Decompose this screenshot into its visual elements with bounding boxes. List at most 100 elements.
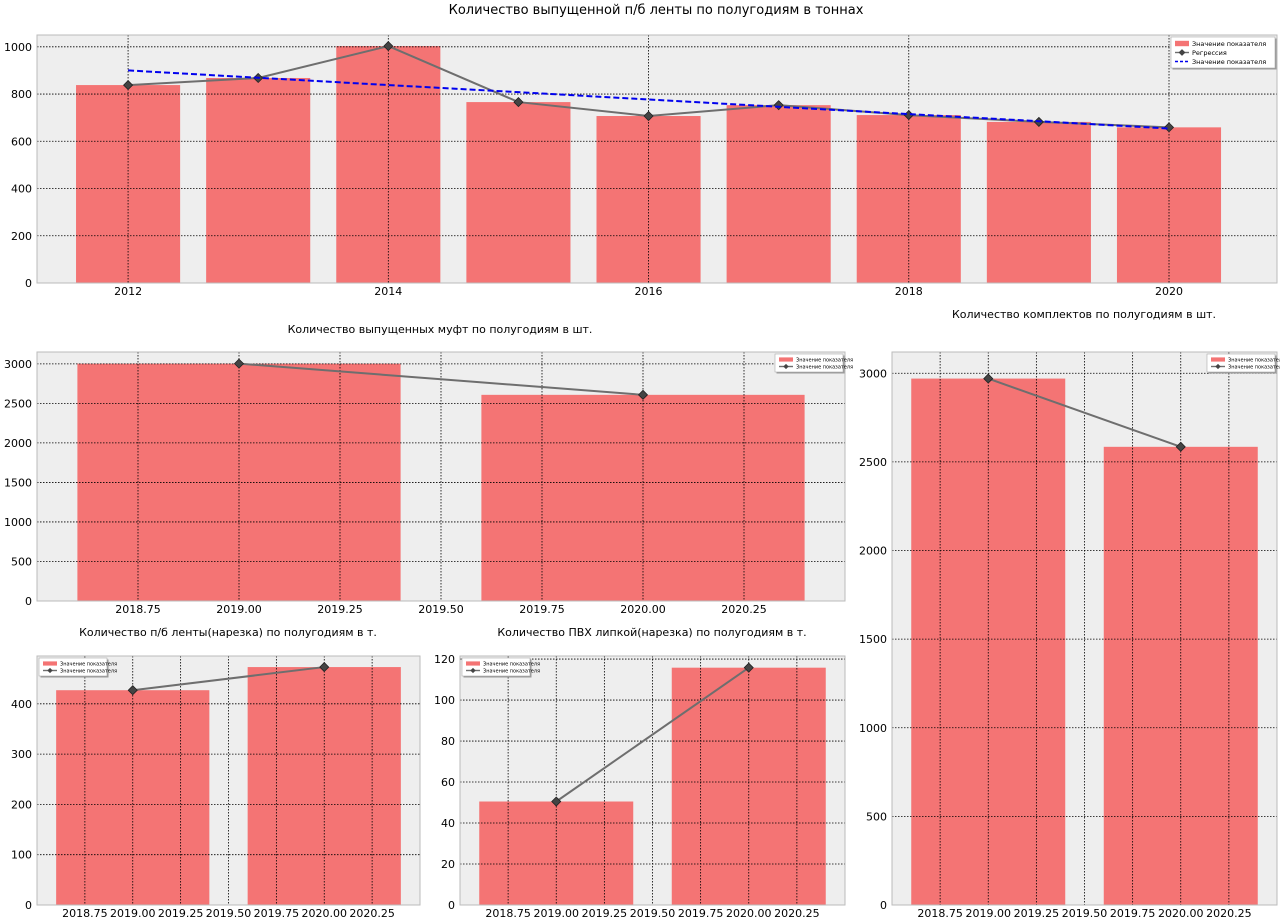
y-tick-label: 1000 <box>4 516 32 529</box>
data-point <box>233 358 245 369</box>
bar <box>76 85 181 283</box>
y-tick-label: 200 <box>11 798 32 811</box>
legend-label: Значение показателя <box>1192 58 1266 66</box>
series-line <box>238 362 644 396</box>
plot-frame <box>459 655 846 906</box>
data-point <box>643 110 654 122</box>
series-line <box>555 666 750 803</box>
y-tick-label: 60 <box>441 776 455 789</box>
regression-line <box>128 69 1170 130</box>
y-tick-label: 3000 <box>4 358 32 371</box>
y-tick-label: 200 <box>11 230 32 243</box>
x-tick-label: 2019.50 <box>418 603 464 616</box>
legend-marker <box>783 363 789 370</box>
y-tick-label: 2000 <box>4 437 32 450</box>
y-tick-label: 40 <box>441 817 455 830</box>
y-tick-label: 600 <box>11 135 32 148</box>
y-tick-label: 100 <box>434 694 455 707</box>
data-point <box>983 373 994 384</box>
y-tick-label: 500 <box>866 810 887 823</box>
x-tick-label: 2018.75 <box>917 907 963 920</box>
legend-marker <box>47 667 53 674</box>
legend-label: Значение показателя <box>1228 364 1280 370</box>
x-tick-label: 2019.00 <box>966 907 1012 920</box>
legend-marker <box>1178 49 1186 56</box>
x-tick-label: 2019.25 <box>1014 907 1060 920</box>
legend-marker <box>470 667 476 674</box>
chart-4: Количество п/б ленты(нарезка) по полугод… <box>11 626 421 920</box>
chart-title: Количество комплектов по полугодиям в шт… <box>952 308 1216 321</box>
y-tick-label: 0 <box>25 595 32 608</box>
legend-label: Значение показателя <box>483 668 540 674</box>
x-tick-label: 2020.00 <box>620 603 666 616</box>
y-tick-label: 0 <box>880 899 887 912</box>
data-point <box>319 662 330 673</box>
x-tick-label: 2018.75 <box>115 603 161 616</box>
legend-label: Значение показателя <box>60 661 117 667</box>
bar <box>986 121 1091 284</box>
legend-marker <box>1215 363 1221 370</box>
plot-frame <box>891 351 1278 906</box>
y-tick-label: 80 <box>441 735 455 748</box>
y-tick-label: 300 <box>11 748 32 761</box>
x-tick-label: 2020.25 <box>774 907 820 920</box>
bar <box>481 394 805 601</box>
y-tick-label: 800 <box>11 88 32 101</box>
x-tick-label: 2019.75 <box>254 907 300 920</box>
chart-5: Количество ПВХ липкой(нарезка) по полуго… <box>434 626 846 920</box>
x-tick-label: 2019.25 <box>158 907 204 920</box>
data-point <box>127 685 138 696</box>
y-tick-label: 2500 <box>4 397 32 410</box>
x-tick-label: 2018 <box>895 285 923 298</box>
y-tick-label: 1000 <box>4 41 32 54</box>
legend-swatch <box>1211 357 1225 362</box>
x-tick-label: 2020.25 <box>349 907 395 920</box>
x-tick-label: 2016 <box>635 285 663 298</box>
x-tick-label: 2019.25 <box>317 603 363 616</box>
x-tick-label: 2019.00 <box>110 907 156 920</box>
x-tick-label: 2019.25 <box>582 907 628 920</box>
data-point <box>1163 122 1175 133</box>
legend-swatch <box>466 661 480 666</box>
x-tick-label: 2020 <box>1155 285 1183 298</box>
x-tick-label: 2019.75 <box>1110 907 1156 920</box>
chart-1: Количество выпущенной п/б ленты по полуг… <box>4 3 1278 298</box>
legend-label: Значение показателя <box>796 357 853 363</box>
legend-label: Значение показателя <box>796 364 853 370</box>
legend-label: Значение показателя <box>1192 40 1266 48</box>
y-tick-label: 1500 <box>859 633 887 646</box>
legend-swatch <box>43 661 57 666</box>
y-tick-label: 1000 <box>859 722 887 735</box>
x-tick-label: 2019.50 <box>630 907 676 920</box>
x-tick-label: 2020.00 <box>302 907 348 920</box>
y-tick-label: 2500 <box>859 456 887 469</box>
x-tick-label: 2019.75 <box>678 907 724 920</box>
legend-swatch <box>779 357 793 362</box>
chart-title: Количество выпущенной п/б ленты по полуг… <box>449 3 864 18</box>
data-point <box>743 662 754 673</box>
data-point <box>637 389 649 400</box>
y-tick-label: 100 <box>11 849 32 862</box>
bar <box>466 102 571 283</box>
chart-title: Количество п/б ленты(нарезка) по полугод… <box>79 626 377 639</box>
bar <box>479 801 634 905</box>
plot-frame <box>36 655 421 906</box>
y-tick-label: 400 <box>11 183 32 196</box>
data-point <box>513 97 524 108</box>
legend-label: Регрессия <box>1192 49 1227 57</box>
legend-label: Значение показателя <box>483 661 540 667</box>
x-tick-label: 2020.25 <box>721 603 767 616</box>
x-tick-label: 2020.25 <box>1206 907 1252 920</box>
chart-3: Количество комплектов по полугодиям в шт… <box>859 308 1280 920</box>
y-tick-label: 120 <box>434 653 455 666</box>
y-tick-label: 3000 <box>859 367 887 380</box>
plot-frame <box>36 34 1278 284</box>
chart-2: Количество выпущенных муфт по полугодиям… <box>4 323 853 616</box>
chart-title: Количество выпущенных муфт по полугодиям… <box>288 323 593 336</box>
x-tick-label: 2014 <box>374 285 402 298</box>
y-tick-label: 20 <box>441 858 455 871</box>
y-tick-label: 0 <box>448 899 455 912</box>
bar <box>726 105 831 283</box>
